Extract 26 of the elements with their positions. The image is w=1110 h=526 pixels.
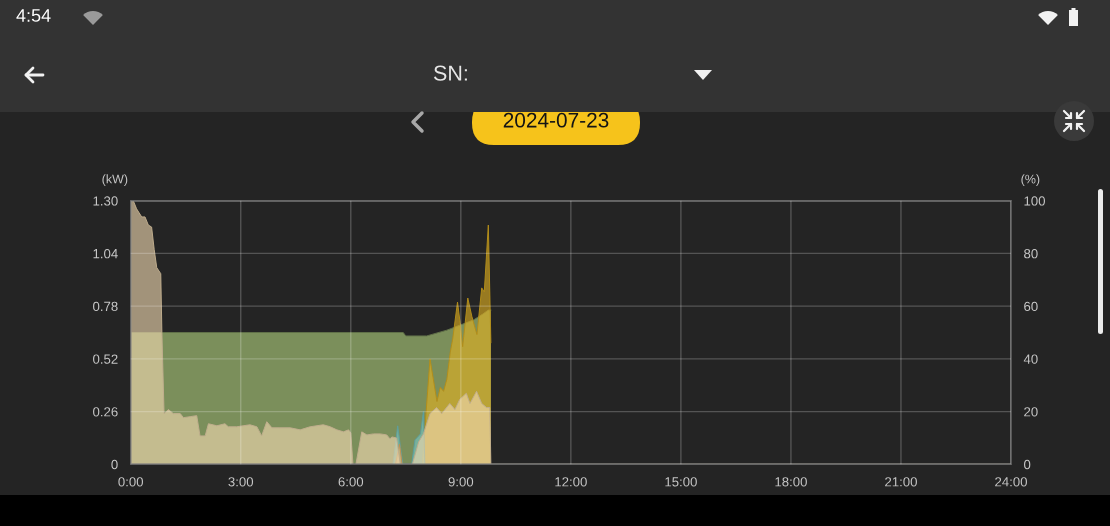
y-axis-title: (kW) bbox=[102, 174, 128, 186]
y-tick-label: 1.30 bbox=[93, 196, 118, 206]
chart-title: 2024-07-23 bbox=[503, 112, 609, 128]
text: SN: bbox=[433, 65, 467, 81]
x-tick-label: 18:00 bbox=[775, 477, 807, 487]
y-tick-label: 0.26 bbox=[93, 407, 118, 417]
y-tick-label: 0 bbox=[111, 459, 118, 470]
y-tick-label: 0.52 bbox=[93, 354, 118, 364]
x-tick-label: 6:00 bbox=[338, 477, 364, 487]
y2-tick-label: 60 bbox=[1024, 301, 1038, 312]
x-tick-label: 12:00 bbox=[555, 477, 587, 487]
y-tick-label: 0.78 bbox=[93, 301, 118, 312]
x-tick-label: 24:00 bbox=[995, 477, 1027, 487]
y2-tick-label: 100 bbox=[1024, 196, 1045, 206]
y2-tick-label: 20 bbox=[1024, 407, 1038, 417]
x-tick-label: 3:00 bbox=[228, 477, 254, 487]
x-tick-label: 15:00 bbox=[665, 477, 697, 487]
y-tick-label: 1.04 bbox=[93, 248, 118, 259]
x-tick-label: 21:00 bbox=[885, 477, 917, 487]
y2-tick-label: 0 bbox=[1024, 459, 1031, 470]
text: 4:54 bbox=[16, 9, 51, 22]
y2-tick-label: 40 bbox=[1023, 354, 1038, 364]
y2-axis-title: (%) bbox=[1021, 174, 1040, 186]
x-tick-label: 9:00 bbox=[448, 477, 474, 487]
y2-tick-label: 80 bbox=[1024, 248, 1038, 259]
x-tick-label: 0:00 bbox=[118, 477, 144, 487]
